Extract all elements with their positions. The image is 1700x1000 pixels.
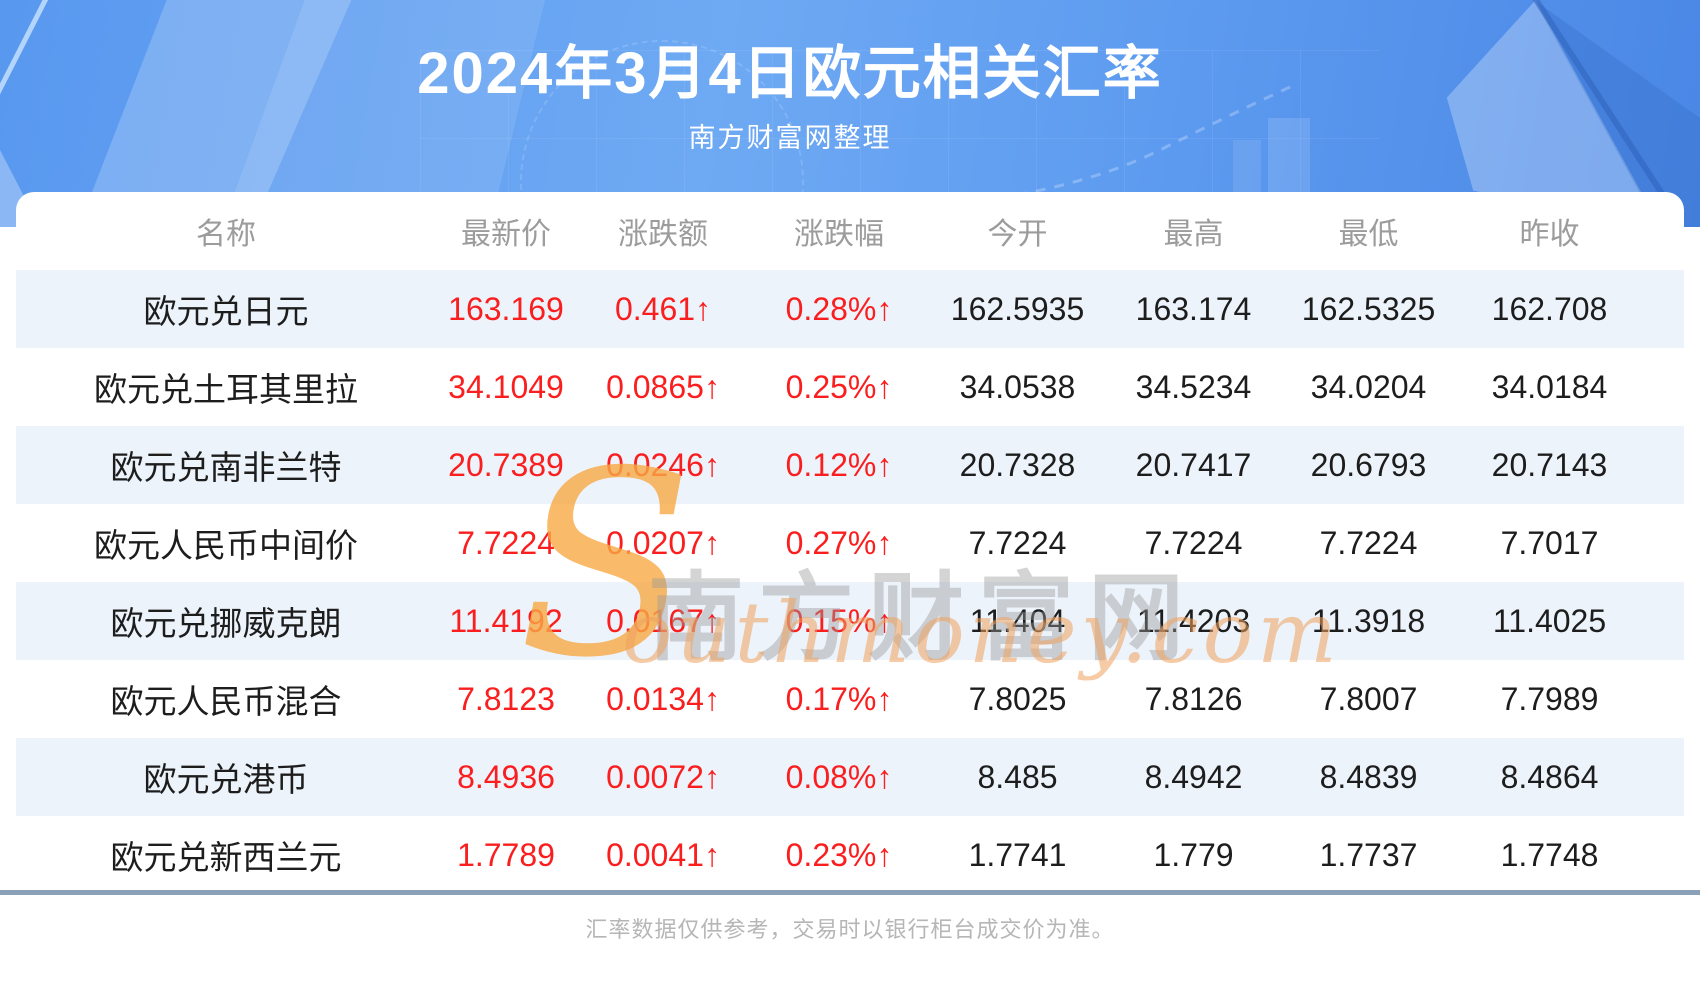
value-cell: 8.4864 <box>1500 758 1599 795</box>
value-cell: 0.12%↑ <box>785 446 893 483</box>
value-cell: 7.7224 <box>1144 524 1243 561</box>
value-cell: 20.7143 <box>1491 446 1608 483</box>
value-cell: 20.7417 <box>1135 446 1252 483</box>
table-row: 欧元兑南非兰特 20.7389 0.0246↑ 0.12%↑ 20.7328 20.741… <box>16 426 1684 504</box>
value-cell: 163.169 <box>448 290 564 327</box>
value-cell: 7.8025 <box>968 680 1067 717</box>
value-cell: 0.0041↑ <box>606 836 720 873</box>
value-cell: 34.5234 <box>1135 368 1252 405</box>
value-cell: 0.0167↑ <box>606 602 720 639</box>
value-cell: 0.28%↑ <box>785 290 893 327</box>
value-cell: 11.4025 <box>1492 602 1607 639</box>
rates-table: 名称 最新价 涨跌额 涨跌幅 今开 最高 最低 昨收 欧元兑日元 163.169 0.461↑ 0.… <box>16 192 1684 894</box>
header-cell-4: 今开 <box>987 218 1048 251</box>
header-cell-0: 名称 <box>196 218 256 251</box>
value-cell: 20.7328 <box>959 446 1076 483</box>
value-cell: 0.461↑ <box>614 290 712 327</box>
table-row: 欧元人民币中间价 7.7224 0.0207↑ 0.27%↑ 7.7224 7.7224 7… <box>16 504 1684 582</box>
rates-card: 名称 最新价 涨跌额 涨跌幅 今开 最高 最低 昨收 欧元兑日元 163.169 0.461↑ 0.… <box>16 192 1684 894</box>
value-cell: 11.3918 <box>1311 602 1426 639</box>
value-cell: 7.7017 <box>1500 524 1599 561</box>
table-row: 欧元人民币混合 7.8123 0.0134↑ 0.17%↑ 7.8025 7.8126 7.… <box>16 660 1684 738</box>
value-cell: 1.7748 <box>1500 836 1599 873</box>
name-cell: 欧元兑南非兰特 <box>110 449 342 486</box>
value-cell: 0.08%↑ <box>785 758 893 795</box>
value-cell: 7.7989 <box>1500 680 1599 717</box>
value-cell: 7.7224 <box>968 524 1067 561</box>
value-cell: 34.0538 <box>959 368 1076 405</box>
value-cell: 0.15%↑ <box>785 602 893 639</box>
value-cell: 1.779 <box>1153 836 1234 873</box>
table-row: 欧元兑挪威克朗 11.4192 0.0167↑ 0.15%↑ 11.404 11.4203… <box>16 582 1684 660</box>
value-cell: 1.7741 <box>968 836 1067 873</box>
value-cell: 7.8123 <box>457 680 555 717</box>
table-row: 欧元兑日元 163.169 0.461↑ 0.28%↑ 162.5935 163.174 1… <box>16 270 1684 348</box>
value-cell: 11.4203 <box>1136 602 1251 639</box>
name-cell: 欧元人民币混合 <box>110 683 342 720</box>
value-cell: 0.17%↑ <box>785 680 893 717</box>
header-cell-3: 涨跌幅 <box>794 218 884 251</box>
value-cell: 0.0134↑ <box>606 680 720 717</box>
value-cell: 34.0184 <box>1491 368 1608 405</box>
value-cell: 163.174 <box>1135 290 1252 327</box>
footer-note: 汇率数据仅供参考，交易时以银行柜台成交价为准。 <box>585 917 1115 942</box>
value-cell: 0.0246↑ <box>606 446 720 483</box>
value-cell: 1.7737 <box>1319 836 1418 873</box>
page-title: 2024年3月4日欧元相关汇率 <box>417 41 1163 106</box>
value-cell: 0.0865↑ <box>606 368 720 405</box>
page-subtitle: 南方财富网整理 <box>688 123 892 153</box>
name-cell: 欧元兑土耳其里拉 <box>94 371 358 408</box>
value-cell: 7.8126 <box>1144 680 1243 717</box>
name-cell: 欧元兑挪威克朗 <box>110 605 342 642</box>
value-cell: 20.7389 <box>448 446 564 483</box>
value-cell: 0.0072↑ <box>606 758 720 795</box>
value-cell: 0.23%↑ <box>785 836 893 873</box>
value-cell: 0.27%↑ <box>785 524 893 561</box>
value-cell: 7.7224 <box>457 524 555 561</box>
table-row: 欧元兑港币 8.4936 0.0072↑ 0.08%↑ 8.485 8.4942 8.483… <box>16 738 1684 816</box>
header-cell-2: 涨跌额 <box>618 218 708 251</box>
header-cell-7: 昨收 <box>1519 218 1580 251</box>
value-cell: 7.7224 <box>1319 524 1418 561</box>
value-cell: 20.6793 <box>1310 446 1427 483</box>
value-cell: 162.5325 <box>1301 290 1436 327</box>
value-cell: 7.8007 <box>1319 680 1418 717</box>
name-cell: 欧元兑新西兰元 <box>110 839 342 876</box>
header-cell-1: 最新价 <box>461 218 551 251</box>
value-cell: 162.708 <box>1491 290 1608 327</box>
value-cell: 8.485 <box>977 758 1058 795</box>
header-cell-6: 最低 <box>1338 218 1399 251</box>
value-cell: 8.4942 <box>1144 758 1243 795</box>
value-cell: 8.4839 <box>1319 758 1418 795</box>
header-cell-5: 最高 <box>1163 218 1224 251</box>
table-header-row: 名称 最新价 涨跌额 涨跌幅 今开 最高 最低 昨收 <box>16 192 1684 270</box>
name-cell: 欧元人民币中间价 <box>94 527 358 564</box>
footer-divider <box>0 890 1700 895</box>
value-cell: 11.404 <box>969 602 1066 639</box>
value-cell: 0.0207↑ <box>606 524 720 561</box>
name-cell: 欧元兑日元 <box>143 293 309 330</box>
value-cell: 0.25%↑ <box>785 368 893 405</box>
name-cell: 欧元兑港币 <box>143 761 309 798</box>
table-row: 欧元兑土耳其里拉 34.1049 0.0865↑ 0.25%↑ 34.0538 34.52… <box>16 348 1684 426</box>
table-row: 欧元兑新西兰元 1.7789 0.0041↑ 0.23%↑ 1.7741 1.779 1.7… <box>16 816 1684 894</box>
value-cell: 8.4936 <box>457 758 555 795</box>
value-cell: 162.5935 <box>950 290 1085 327</box>
value-cell: 34.0204 <box>1310 368 1427 405</box>
value-cell: 1.7789 <box>457 836 555 873</box>
value-cell: 11.4192 <box>449 602 563 639</box>
value-cell: 34.1049 <box>448 368 564 405</box>
